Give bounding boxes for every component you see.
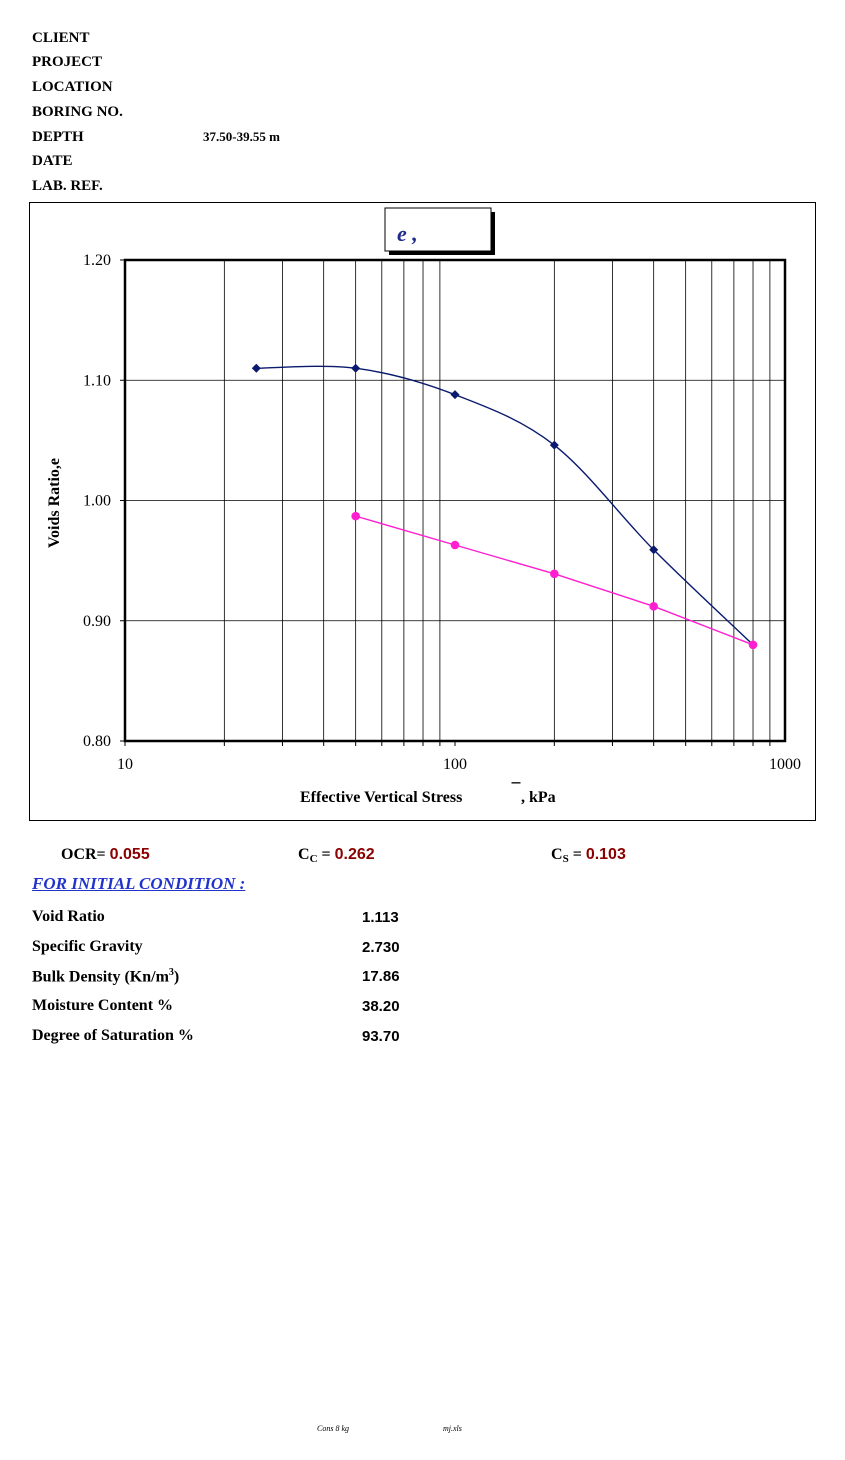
consolidation-chart: 0.80 0.90 1.00 1.10 1.20 10 100 1000 e , Voids … [46, 207, 801, 806]
bulk-density-value: 17.86 [362, 968, 400, 985]
data-point [351, 511, 360, 521]
project-label: PROJECT [32, 54, 103, 70]
x-axis-title: Effective Vertical Stress [300, 789, 462, 806]
chart-title: e , [397, 221, 418, 246]
location-label: LOCATION [32, 79, 113, 95]
data-point [450, 390, 460, 400]
y-tick-label: 0.90 [83, 613, 111, 630]
tick-layer: 0.80 0.90 1.00 1.10 1.20 10 100 1000 [83, 252, 801, 773]
bulk-density-text: Bulk Density (Kn/m [32, 968, 169, 986]
data-point [549, 440, 559, 450]
cs-value: 0.103 [585, 846, 626, 863]
data-point [649, 602, 658, 611]
cs-result: CS = 0.103 [551, 846, 626, 865]
bulk-density-sup: 3 [168, 967, 174, 978]
y-axis-title: Voids Ratio,e [46, 458, 63, 548]
specific-gravity-value: 2.730 [362, 939, 400, 956]
data-point [649, 545, 659, 555]
cc-equals: = [317, 846, 331, 863]
labref-label: LAB. REF. [32, 178, 103, 194]
data-point [251, 363, 261, 373]
y-tick-label: 1.10 [83, 372, 111, 389]
y-tick-label: 1.00 [83, 493, 111, 510]
ocr-result: OCR= 0.055 [61, 846, 150, 864]
series-layer [251, 363, 758, 650]
date-label: DATE [32, 153, 73, 169]
cs-label: C [551, 846, 563, 863]
void-ratio-value: 1.113 [362, 909, 399, 926]
client-label: CLIENT [32, 30, 90, 46]
data-point [450, 540, 460, 550]
x-tick-label: 1000 [769, 756, 801, 773]
data-point [550, 569, 559, 579]
cc-result: CC = 0.262 [298, 846, 375, 865]
x-tick-label: 10 [117, 756, 133, 773]
specific-gravity-label: Specific Gravity [32, 938, 143, 955]
bulk-density-label: Bulk Density (Kn/m3) [32, 967, 179, 986]
void-ratio-label: Void Ratio [32, 908, 105, 925]
ocr-label: OCR= [61, 846, 106, 863]
grid-layer [125, 260, 785, 741]
degree-saturation-value: 93.70 [362, 1028, 400, 1045]
degree-saturation-label: Degree of Saturation % [32, 1027, 194, 1044]
cc-value: 0.262 [334, 846, 375, 863]
cc-subscript: C [309, 853, 318, 865]
y-tick-label: 1.20 [83, 252, 111, 269]
depth-label: DEPTH [32, 129, 84, 145]
y-tick-label: 0.80 [83, 733, 111, 750]
boring-label: BORING NO. [32, 104, 123, 120]
x-tick-label: 100 [443, 756, 467, 773]
title-box [384, 207, 492, 252]
depth-value: 37.50-39.55 m [203, 129, 280, 144]
moisture-content-label: Moisture Content % [32, 997, 174, 1014]
series-line [256, 365, 754, 646]
moisture-content-value: 38.20 [362, 998, 400, 1015]
cs-subscript: S [562, 853, 569, 865]
ocr-value: 0.055 [109, 846, 150, 863]
x-axis-unit: , kPa [521, 789, 556, 806]
chart-frame: 0.80 0.90 1.00 1.10 1.20 10 100 1000 e , Voids … [29, 202, 816, 821]
bulk-density-close: ) [173, 968, 180, 986]
data-point [351, 363, 361, 373]
sigma-prime-symbol: ̅ [511, 780, 521, 783]
footer-left: Cons 8 kg [317, 1424, 349, 1433]
cs-equals: = [568, 846, 582, 863]
cc-label: C [298, 846, 310, 863]
data-point [748, 640, 758, 650]
footer-right: mj.xls [443, 1424, 462, 1433]
initial-condition-title: FOR INITIAL CONDITION : [32, 874, 246, 893]
